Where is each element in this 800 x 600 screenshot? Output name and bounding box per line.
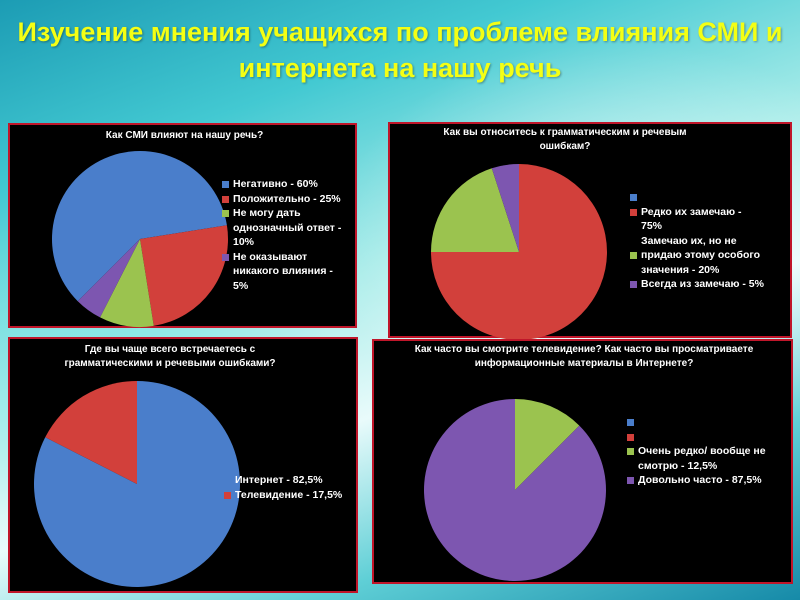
slide-title: Изучение мнения учащихся по проблеме вли…	[17, 17, 783, 83]
legend-label: Всегда из замечаю - 5%	[641, 278, 764, 290]
legend-item	[627, 430, 792, 445]
legend-label: Не могу дать однозначный ответ - 10%	[233, 207, 342, 248]
legend-label: Негативно - 60%	[233, 178, 318, 190]
chart-title: Где вы чаще всего встречаетесь с граммат…	[64, 344, 276, 369]
legend-label: Очень редко/ вообще не смотрю - 12,5%	[638, 445, 766, 472]
legend-label: Телевидение - 17,5%	[235, 488, 343, 501]
pie-chart	[431, 164, 607, 340]
legend-label	[638, 431, 641, 443]
legend-swatch	[630, 194, 637, 201]
legend: Интернет - 82,5% Телевидение - 17,5%	[224, 473, 359, 502]
pie-slice	[100, 239, 154, 327]
legend-swatch	[222, 210, 229, 217]
legend-label: Не оказывают никакого влияния - 5%	[233, 250, 333, 292]
legend-label	[638, 416, 641, 428]
legend-item: Не оказывают никакого влияния - 5%	[222, 250, 357, 294]
legend-swatch	[222, 195, 229, 203]
legend-swatch	[627, 419, 634, 426]
legend-item: Довольно часто - 87,5%	[627, 473, 792, 488]
legend-label: Редко их замечаю - 75% Замечаю их, но не	[641, 205, 742, 247]
pie-chart	[52, 151, 229, 327]
legend-item: Редко их замечаю - 75% Замечаю их, но не	[630, 205, 790, 249]
legend-swatch	[627, 448, 634, 455]
legend-item	[627, 415, 792, 430]
chart-panel-media-frequency: Как часто вы смотрите телевидение? Как ч…	[372, 339, 793, 584]
legend-item: придаю этому особого значения - 20%	[630, 248, 790, 277]
pie-slice	[140, 225, 229, 326]
chart-title: Как вы относитесь к грамматическим и реч…	[443, 127, 687, 152]
legend-label	[641, 191, 644, 203]
chart-panel-error-attitude: Как вы относитесь к грамматическим и реч…	[388, 122, 792, 340]
legend-swatch	[630, 208, 637, 216]
legend-swatch	[630, 281, 637, 288]
legend-swatch	[222, 253, 229, 261]
legend-item: Телевидение - 17,5%	[224, 488, 359, 503]
pie-slice	[431, 168, 519, 252]
legend-item: Всегда из замечаю - 5%	[630, 277, 790, 292]
legend-item	[630, 190, 790, 205]
pie-slice	[45, 381, 137, 484]
legend-label: Интернет - 82,5%	[235, 474, 323, 486]
chart-title: Как СМИ влияют на нашу речь?	[105, 130, 264, 141]
legend-item: Интернет - 82,5%	[224, 473, 359, 488]
legend-label: Положительно - 25%	[233, 192, 341, 205]
legend-swatch	[224, 491, 231, 499]
legend-label: придаю этому особого значения - 20%	[641, 249, 761, 276]
legend-label: Довольно часто - 87,5%	[638, 474, 762, 486]
legend-item: Негативно - 60%	[222, 177, 357, 192]
pie-chart	[424, 399, 606, 581]
legend-swatch	[627, 477, 634, 484]
pie-slice	[424, 399, 606, 581]
chart-panel-error-sources: Где вы чаще всего встречаетесь с граммат…	[8, 337, 358, 593]
legend-swatch	[627, 433, 634, 441]
legend-item: Положительно - 25%	[222, 192, 357, 207]
pie-slice	[491, 164, 519, 252]
legend-swatch	[630, 252, 637, 259]
pie-slice	[515, 399, 580, 490]
legend-swatch	[224, 477, 231, 484]
chart-title: Как часто вы смотрите телевидение? Как ч…	[414, 344, 754, 369]
legend: Редко их замечаю - 75% Замечаю их, но не…	[630, 190, 790, 292]
pie-slice	[52, 151, 227, 302]
legend-item: Не могу дать однозначный ответ - 10%	[222, 206, 357, 250]
legend-item: Очень редко/ вообще не смотрю - 12,5%	[627, 444, 792, 473]
legend-swatch	[222, 181, 229, 188]
pie-chart	[33, 381, 241, 587]
chart-panel-media-influence: Как СМИ влияют на нашу речь? Негативно -…	[8, 123, 357, 328]
pie-slice	[77, 239, 140, 318]
legend: Очень редко/ вообще не смотрю - 12,5% Дов…	[627, 415, 792, 488]
legend: Негативно - 60% Положительно - 25% Не могу…	[222, 177, 357, 293]
